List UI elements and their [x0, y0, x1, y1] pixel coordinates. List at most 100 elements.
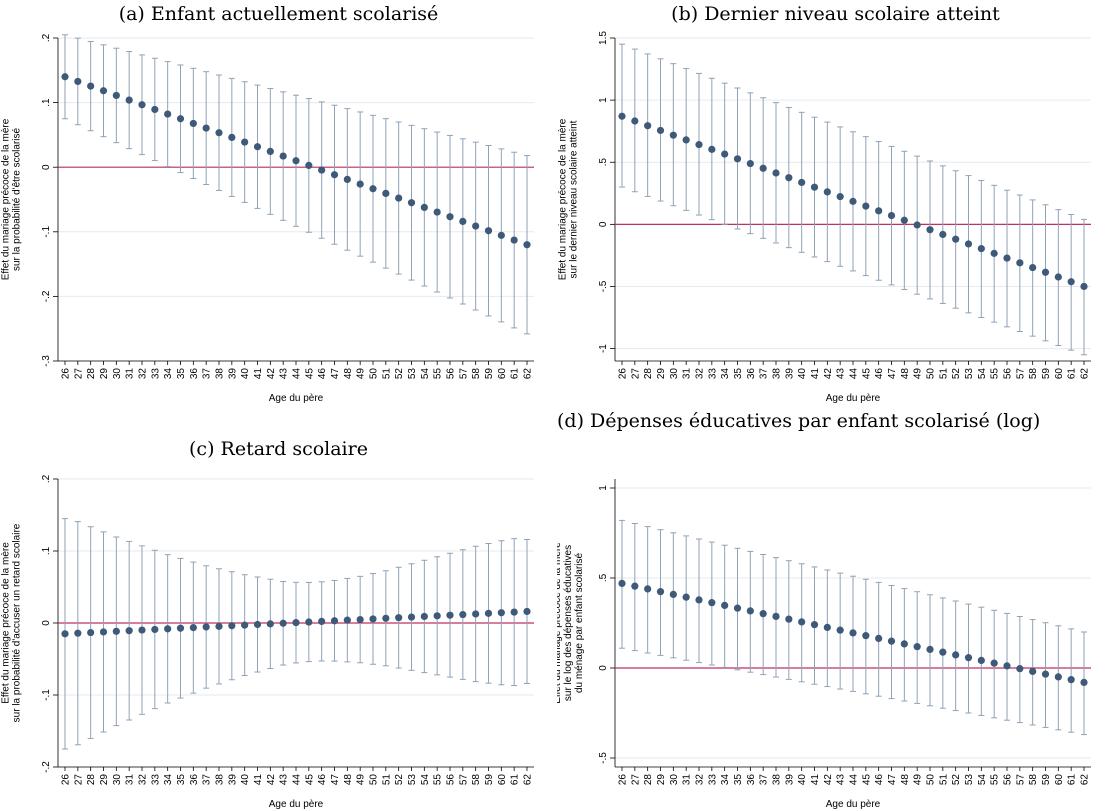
data-point: [395, 194, 403, 202]
x-tick-label: 54: [977, 368, 988, 380]
x-tick-label: 31: [682, 774, 693, 786]
y-tick-label: 0: [598, 665, 609, 671]
data-point: [1080, 282, 1088, 291]
x-tick-label: 40: [797, 774, 808, 786]
data-point: [215, 129, 223, 137]
x-tick-label: 56: [446, 774, 457, 786]
data-point: [644, 122, 652, 130]
x-tick-label: 61: [510, 368, 521, 380]
x-tick-label: 47: [330, 368, 341, 380]
x-tick-label: 28: [86, 774, 97, 786]
x-tick-label: 61: [1067, 774, 1078, 786]
data-point: [433, 208, 441, 216]
y-tick-label: -1: [598, 344, 609, 353]
data-point: [849, 197, 857, 205]
data-point: [682, 136, 690, 144]
x-tick-label: 27: [630, 774, 641, 786]
data-point: [176, 624, 185, 632]
data-point: [266, 620, 274, 628]
x-tick-label: 30: [112, 368, 123, 380]
data-point: [964, 240, 973, 248]
x-tick-label: 46: [874, 368, 885, 380]
data-point: [87, 82, 95, 90]
data-point: [695, 596, 703, 604]
data-point: [343, 175, 351, 184]
x-tick-label: 47: [887, 368, 898, 380]
x-tick-label: 44: [292, 774, 303, 786]
data-point: [1080, 678, 1088, 686]
data-point: [990, 659, 998, 667]
data-point: [74, 77, 82, 86]
data-point: [695, 141, 703, 149]
data-point: [875, 207, 883, 215]
x-tick-label: 52: [951, 368, 962, 380]
x-tick-label: 38: [215, 368, 226, 380]
y-tick-label: 0: [598, 221, 609, 227]
x-tick-label: 33: [707, 368, 718, 380]
data-point: [138, 626, 146, 634]
data-point: [292, 619, 300, 627]
data-point: [733, 155, 742, 163]
data-point: [1003, 662, 1011, 670]
panel-d: (d) Dépenses éducatives par enfant scola…: [557, 405, 1114, 810]
x-tick-label: 58: [1028, 368, 1039, 380]
y-tick-label: -.5: [598, 280, 609, 292]
x-tick-label: 57: [458, 368, 469, 380]
x-tick-label: 34: [720, 368, 731, 380]
x-tick-label: 50: [369, 368, 380, 380]
data-point: [913, 221, 921, 229]
x-tick-label: 28: [86, 368, 97, 380]
x-tick-label: 27: [630, 368, 641, 380]
x-axis-title: Age du père: [826, 799, 881, 810]
x-tick-label: 33: [707, 774, 718, 786]
data-point: [407, 199, 416, 207]
data-point: [228, 133, 236, 142]
data-point: [125, 627, 133, 635]
x-tick-label: 40: [240, 368, 251, 380]
y-tick-label: -.2: [41, 290, 52, 302]
y-tick-label: -.1: [41, 689, 52, 701]
x-tick-label: 30: [112, 774, 123, 786]
data-point: [459, 217, 467, 225]
x-tick-label: 40: [797, 368, 808, 380]
data-point: [1016, 259, 1024, 267]
panel-b: (b) Dernier niveau scolaire atteint 1.5 1…: [557, 0, 1114, 405]
x-tick-label: 45: [861, 774, 872, 786]
y-tick-label: 0: [41, 620, 52, 626]
data-point: [151, 105, 159, 114]
data-point: [926, 645, 934, 653]
data-point: [446, 213, 454, 221]
data-point: [1054, 273, 1062, 281]
data-point: [253, 620, 262, 629]
x-tick-label: 51: [381, 774, 392, 786]
data-point: [446, 611, 454, 619]
x-tick-label: 55: [990, 774, 1001, 786]
data-point: [669, 590, 677, 598]
x-tick-label: 54: [420, 368, 431, 380]
y-axis-title-line: Effet du mariage précoce de la mère: [558, 118, 569, 280]
y-axis-title-line: sur la probabilité d'être scolarisé: [12, 128, 23, 272]
x-tick-label: 54: [977, 774, 988, 786]
x-tick-label: 58: [1028, 774, 1039, 786]
data-point: [266, 147, 274, 156]
panel-c: (c) Retard scolaire .2.1 0 -.1 -.2 26 27 28 29 3…: [0, 405, 557, 810]
x-tick-label: 42: [266, 774, 277, 786]
data-point: [228, 622, 236, 630]
data-point: [279, 152, 287, 160]
x-tick-label: 32: [138, 368, 149, 380]
x-tick-label: 39: [784, 368, 795, 380]
data-point: [669, 131, 677, 139]
data-point: [356, 615, 364, 624]
data-point: [721, 150, 729, 158]
y-axis-title-line: Effet du mariage précoce de la mère: [557, 542, 563, 704]
x-tick-label: 29: [99, 368, 110, 380]
x-tick-label: 51: [381, 368, 392, 380]
x-tick-label: 56: [1003, 774, 1014, 786]
y-axis-title-line: du ménage par enfant scolarisé: [574, 553, 585, 694]
y-tick-label: .1: [41, 546, 52, 555]
chart-panel-a: .2 .1 0 -.1 -.2 -.3 26 27 28 29 30 31 32 33 34 35 36 37 38…: [1, 33, 534, 404]
data-point: [472, 222, 480, 230]
data-point: [99, 628, 108, 636]
data-point: [708, 145, 716, 153]
y-tick-label: 1.5: [598, 31, 609, 45]
